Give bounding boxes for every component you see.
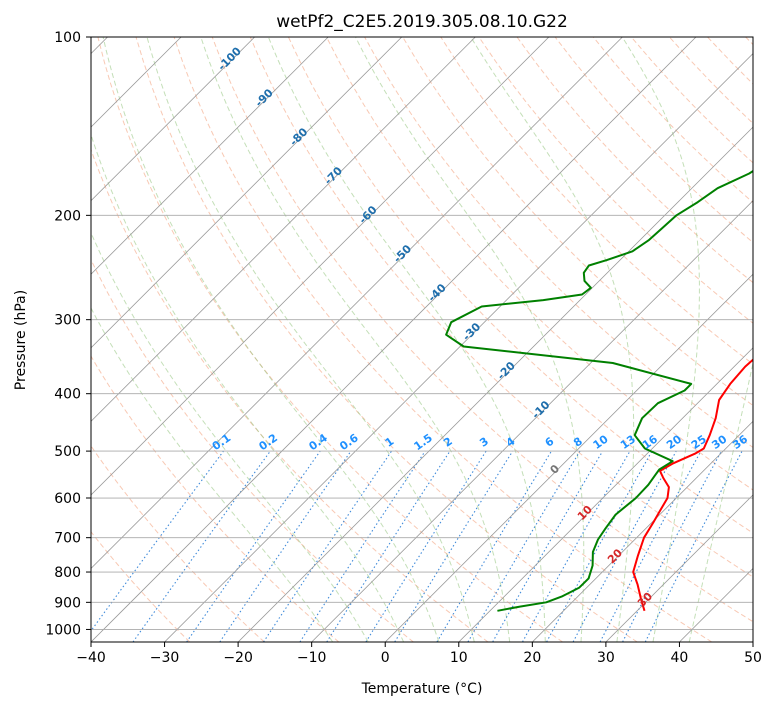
isotherm-line [164, 52, 753, 642]
mixing-ratio-line [219, 450, 352, 642]
mixing-ratio-line [522, 450, 631, 642]
y-tick-label: 400 [54, 387, 81, 403]
y-tick-label: 600 [54, 491, 81, 507]
dry-adiabat [402, 37, 753, 407]
dry-adiabat [478, 37, 753, 324]
mixing-ratio-line [572, 450, 677, 642]
x-tick-label: 0 [381, 650, 390, 666]
x-tick-label: 10 [450, 650, 468, 666]
isotherm-line [91, 37, 623, 570]
dry-adiabat [91, 445, 265, 642]
plot-frame [90, 36, 754, 643]
mixing-ratio-line [263, 450, 392, 642]
moist-adiabat [267, 37, 546, 642]
isotherms [91, 37, 753, 642]
sounding-series [445, 169, 753, 612]
dry-adiabats [91, 37, 753, 642]
moist-adiabat [91, 231, 369, 642]
temperature-profile-line [632, 358, 753, 612]
isotherm-line [311, 200, 753, 642]
dry-adiabat [91, 148, 489, 642]
dry-adiabat [249, 37, 753, 578]
dry-adiabat [326, 37, 753, 491]
moist-adiabat [102, 37, 440, 642]
x-tick-label: −40 [76, 650, 106, 666]
moist-adiabat [621, 37, 700, 642]
dry-adiabat [173, 37, 713, 642]
y-tick-label: 900 [54, 595, 81, 611]
y-tick-label: 500 [54, 444, 81, 460]
mixing-ratio-line [91, 450, 224, 632]
moist-adiabat [470, 37, 635, 642]
mixing-ratio-line [186, 450, 321, 642]
y-tick-label: 100 [54, 30, 81, 46]
y-tick-label: 800 [54, 565, 81, 581]
isotherm-line [91, 37, 476, 422]
moist-adiabat [91, 133, 405, 642]
mixing-ratio-line [394, 450, 514, 642]
dry-adiabat [91, 531, 191, 642]
dewpoint-profile-line [445, 169, 753, 612]
chart-title: wetPf2_C2E5.2019.305.08.10.G22 [276, 12, 568, 32]
dry-adiabat [135, 37, 638, 642]
x-tick-label: −30 [150, 650, 180, 666]
moist-adiabat [146, 37, 475, 642]
moist-adiabat [200, 37, 511, 642]
y-axis-label: Pressure (hPa) [13, 290, 29, 390]
moist-adiabat [688, 360, 753, 642]
dry-adiabat [516, 37, 753, 284]
x-axis-ticks: −40 −30 −20 −10 0 10 20 30 40 50 [76, 642, 762, 666]
y-axis-ticks: 100 200 300 400 500 600 700 800 900 1000 [45, 30, 91, 638]
dry-adiabat [211, 37, 753, 623]
isotherm-line [91, 37, 403, 349]
moist-adiabat [91, 307, 334, 642]
isotherm-line [532, 420, 753, 642]
isotherm-line [605, 494, 753, 642]
mixing-ratio-line [326, 450, 451, 642]
dry-adiabat [91, 355, 340, 642]
y-tick-label: 300 [54, 313, 81, 329]
mixing-ratio-lines [91, 450, 743, 642]
x-tick-label: 20 [523, 650, 541, 666]
isotherm-line [384, 273, 753, 642]
x-tick-label: 40 [671, 650, 689, 666]
mixing-ratio-line [546, 450, 653, 642]
mixing-ratio-line [299, 450, 426, 642]
mixing-ratio-line [132, 450, 271, 642]
dry-adiabat [97, 37, 563, 642]
isotherm-line [91, 37, 697, 642]
isotherm-line [91, 37, 255, 202]
isotherm-line [91, 37, 329, 275]
x-tick-label: 30 [597, 650, 615, 666]
isobar-grid [91, 37, 753, 630]
x-axis-label: Temperature (°C) [361, 681, 483, 697]
isotherm-line [458, 347, 753, 642]
x-tick-label: 50 [744, 650, 762, 666]
x-tick-label: −20 [223, 650, 253, 666]
y-tick-label: 700 [54, 531, 81, 547]
isotherm-line [237, 126, 753, 642]
y-tick-label: 200 [54, 208, 81, 224]
y-tick-label: 1000 [45, 622, 81, 638]
moist-adiabats [91, 37, 753, 642]
x-tick-label: −10 [297, 650, 327, 666]
isotherm-line [91, 37, 550, 496]
mixing-ratio-line [644, 450, 743, 642]
